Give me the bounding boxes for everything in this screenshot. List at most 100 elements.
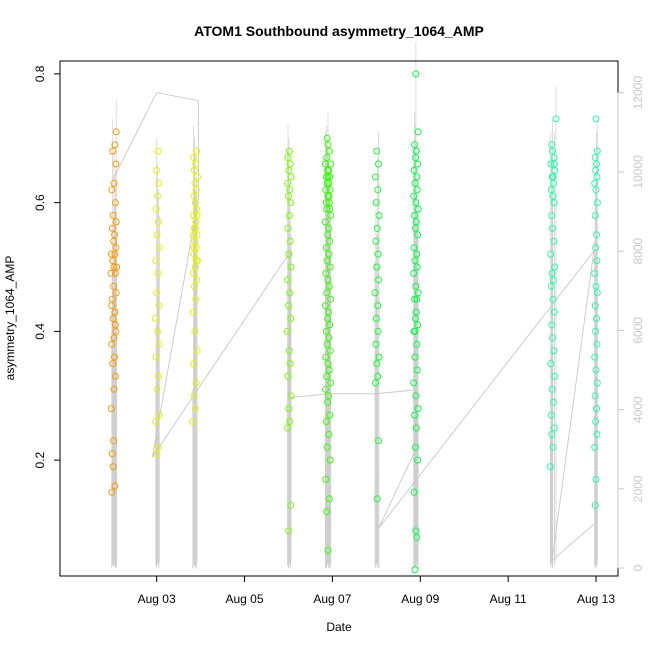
x-axis: Aug 03 Aug 05 Aug 07 Aug 09 Aug 11 Aug 13 — [138, 576, 615, 606]
data-points-layer — [107, 70, 601, 574]
data-point — [112, 218, 120, 226]
data-point — [411, 411, 419, 419]
data-point — [411, 566, 419, 574]
data-point — [287, 315, 295, 322]
data-point — [285, 166, 293, 174]
data-point — [324, 276, 332, 284]
data-point — [112, 160, 120, 168]
data-point — [112, 327, 120, 335]
data-point — [414, 231, 422, 239]
data-point — [110, 385, 118, 393]
data-point — [153, 166, 161, 174]
data-point — [375, 276, 382, 284]
data-point — [412, 527, 420, 535]
data-point — [325, 192, 333, 200]
data-point — [591, 179, 599, 187]
data-point — [549, 173, 557, 181]
data-point — [412, 199, 420, 207]
x-tick-label: Aug 07 — [313, 592, 351, 606]
data-point — [321, 218, 329, 226]
data-point — [547, 186, 555, 194]
data-point — [550, 308, 558, 316]
data-point — [592, 418, 600, 425]
data-point — [374, 186, 382, 194]
data-point — [373, 263, 381, 271]
data-point — [190, 269, 198, 277]
y2-tick-label: 6000 — [631, 317, 645, 344]
data-point — [112, 244, 120, 252]
data-point — [285, 527, 292, 535]
data-point — [154, 218, 162, 226]
data-point — [372, 173, 379, 181]
data-point — [591, 269, 599, 277]
data-point — [413, 186, 421, 194]
data-point — [325, 366, 333, 374]
y2-tick-label: 0 — [631, 564, 645, 571]
data-point — [286, 186, 294, 194]
data-point — [411, 327, 419, 335]
data-point — [110, 179, 118, 187]
data-point — [113, 263, 121, 271]
data-point — [190, 392, 198, 400]
data-point — [549, 276, 557, 284]
data-point — [413, 533, 421, 541]
data-point — [111, 353, 118, 361]
data-point — [372, 199, 380, 207]
data-point — [552, 115, 560, 123]
data-point — [412, 70, 420, 78]
data-point — [593, 379, 601, 387]
data-point — [592, 244, 600, 252]
data-point — [324, 360, 332, 368]
data-point — [155, 302, 163, 310]
data-point — [152, 353, 160, 361]
data-point — [109, 257, 117, 265]
data-point — [412, 147, 420, 155]
data-point — [111, 372, 119, 380]
data-point — [413, 263, 421, 271]
data-point — [412, 282, 420, 290]
data-point — [193, 147, 201, 155]
data-point — [321, 385, 329, 393]
data-point — [191, 405, 199, 413]
data-point — [547, 250, 555, 258]
data-point — [593, 289, 601, 297]
data-point — [107, 250, 115, 258]
y-tick-label: 0.6 — [33, 194, 47, 211]
data-point — [412, 224, 419, 232]
data-point — [592, 282, 600, 290]
data-point — [548, 141, 556, 149]
data-point — [413, 250, 421, 258]
data-point — [284, 424, 292, 432]
data-point — [287, 173, 295, 181]
data-point — [326, 237, 334, 245]
data-point — [324, 173, 332, 181]
data-point — [412, 154, 419, 162]
data-point — [153, 289, 161, 297]
data-point — [111, 269, 119, 277]
data-point — [191, 224, 199, 232]
data-point — [550, 160, 558, 168]
data-point — [323, 289, 331, 297]
data-point — [593, 430, 601, 438]
data-point — [110, 334, 118, 342]
data-point — [411, 353, 419, 361]
data-point — [414, 321, 422, 329]
data-point — [550, 237, 558, 245]
data-point — [414, 289, 422, 297]
data-point — [109, 315, 117, 322]
data-point — [411, 257, 419, 265]
data-point — [190, 212, 198, 219]
data-point — [109, 147, 117, 155]
data-point — [286, 360, 294, 368]
data-point — [413, 340, 421, 348]
data-point — [325, 147, 333, 155]
data-point — [285, 192, 292, 200]
data-point — [549, 398, 557, 406]
data-point — [591, 443, 599, 451]
data-point — [325, 308, 332, 316]
data-point — [324, 141, 332, 149]
data-point — [327, 212, 335, 219]
data-point — [191, 327, 199, 335]
data-point — [373, 495, 381, 503]
